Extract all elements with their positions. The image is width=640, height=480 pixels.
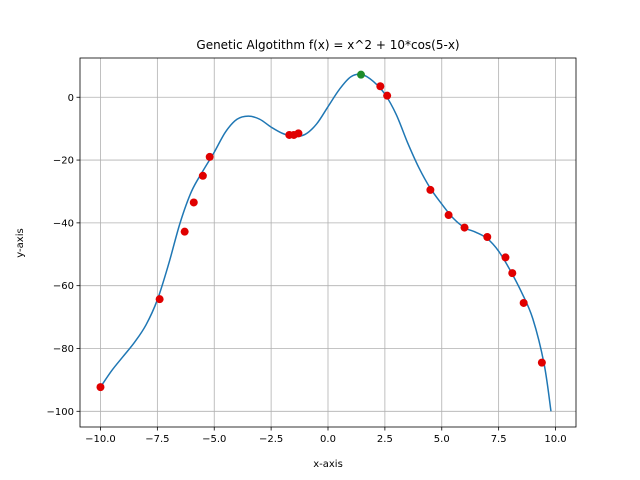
population-point — [519, 298, 528, 307]
x-tick-label: −2.5 — [259, 434, 283, 445]
y-tick-label: 0 — [68, 93, 74, 104]
population-point — [508, 269, 517, 278]
population-point — [483, 233, 492, 242]
grid — [80, 58, 576, 427]
x-tick-label: 5.0 — [434, 434, 450, 445]
population-point — [376, 82, 385, 91]
population-point — [426, 185, 435, 194]
x-tick-label: 2.5 — [377, 434, 393, 445]
population-point — [460, 223, 469, 232]
population-point — [198, 171, 207, 180]
axis-ticks: −10.0 −7.5 −5.0 −2.5 0.0 2.5 5.0 7.5 10.0 0 −20 −40… — [47, 93, 567, 445]
population-point — [180, 227, 189, 236]
x-tick-label: −7.5 — [145, 434, 169, 445]
population-point — [155, 295, 164, 304]
y-tick-label: −100 — [47, 407, 74, 418]
x-tick-label: −5.0 — [202, 434, 226, 445]
plot-area — [96, 70, 552, 412]
population-point — [205, 152, 214, 161]
y-tick-label: −20 — [53, 156, 74, 167]
best-individual-point — [356, 70, 365, 79]
chart-title: Genetic Algotithm f(x) = x^2 + 10*cos(5-… — [196, 38, 459, 52]
x-tick-label: 0.0 — [320, 434, 336, 445]
x-axis-label: x-axis — [313, 459, 343, 470]
population-point — [96, 383, 105, 392]
population-point — [189, 198, 198, 207]
y-axis-label: y-axis — [15, 228, 26, 257]
function-curve — [99, 73, 552, 412]
x-tick-label: 10.0 — [544, 434, 566, 445]
population-point — [294, 129, 303, 138]
y-tick-label: −60 — [53, 281, 74, 292]
population-point — [383, 91, 392, 100]
x-tick-label: −10.0 — [85, 434, 116, 445]
y-tick-label: −40 — [53, 218, 74, 229]
population-point — [537, 358, 546, 367]
population-point — [501, 253, 510, 262]
population-point — [444, 211, 453, 220]
x-tick-label: 7.5 — [491, 434, 507, 445]
y-tick-label: −80 — [53, 344, 74, 355]
